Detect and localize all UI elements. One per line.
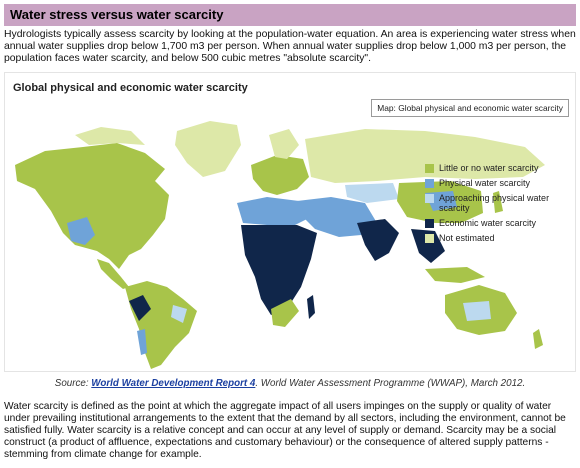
north-america-arctic bbox=[75, 127, 145, 145]
legend-label: Approaching physical water scarcity bbox=[439, 193, 550, 213]
legend-item-economic: Economic water scarcity bbox=[425, 218, 554, 228]
legend-swatch bbox=[425, 219, 434, 228]
new-zealand-region bbox=[533, 329, 543, 349]
africa-economic bbox=[241, 225, 317, 315]
scarcity-map-figure: Global physical and economic water scarc… bbox=[4, 72, 576, 372]
legend-swatch bbox=[425, 164, 434, 173]
legend-item-approaching: Approaching physical water scarcity bbox=[425, 193, 554, 213]
legend-item-not-estimated: Not estimated bbox=[425, 233, 554, 243]
north-america-region bbox=[15, 143, 169, 269]
north-africa-physical bbox=[237, 197, 307, 225]
legend-swatch bbox=[425, 179, 434, 188]
source-citation: Source: World Water Development Report 4… bbox=[0, 378, 580, 389]
south-america-approaching bbox=[171, 305, 187, 323]
south-america-region bbox=[125, 281, 197, 369]
map-legend: Little or no water scarcity Physical wat… bbox=[425, 163, 554, 248]
south-asia-region bbox=[357, 219, 399, 261]
madagascar-region bbox=[307, 295, 315, 319]
legend-swatch bbox=[425, 194, 434, 203]
world-map bbox=[15, 121, 545, 369]
figure-title: Global physical and economic water scarc… bbox=[13, 82, 248, 94]
legend-label: Physical water scarcity bbox=[439, 178, 531, 188]
japan-region bbox=[493, 191, 503, 213]
legend-item-physical: Physical water scarcity bbox=[425, 178, 554, 188]
middle-east-region bbox=[297, 197, 377, 237]
us-west-physical bbox=[67, 217, 95, 245]
legend-item-little-or-no: Little or no water scarcity bbox=[425, 163, 554, 173]
intro-paragraph: Hydrologists typically assess scarcity b… bbox=[4, 29, 576, 65]
legend-label: Little or no water scarcity bbox=[439, 163, 539, 173]
europe-region bbox=[251, 155, 309, 195]
australia-approaching bbox=[463, 301, 491, 321]
source-report-link[interactable]: World Water Development Report 4 bbox=[91, 378, 256, 389]
central-asia-approaching bbox=[345, 183, 399, 203]
central-america-region bbox=[97, 259, 129, 289]
source-prefix: Source: bbox=[54, 378, 92, 389]
andes-physical bbox=[137, 329, 147, 355]
legend-label: Economic water scarcity bbox=[439, 218, 537, 228]
source-suffix: . World Water Assessment Programme (WWAP… bbox=[255, 378, 526, 389]
southeast-asia-region bbox=[411, 229, 445, 263]
south-america-economic bbox=[129, 295, 151, 321]
indonesia-region bbox=[425, 267, 485, 283]
legend-label: Not estimated bbox=[439, 233, 495, 243]
greenland-region bbox=[175, 121, 241, 177]
legend-swatch bbox=[425, 234, 434, 243]
russia-region bbox=[305, 129, 545, 183]
definition-paragraph: Water scarcity is defined as the point a… bbox=[4, 401, 566, 460]
scandinavia-region bbox=[269, 129, 299, 159]
southern-africa-region bbox=[271, 299, 299, 327]
section-heading: Water stress versus water scarcity bbox=[4, 4, 576, 26]
map-label: Map: Global physical and economic water … bbox=[371, 99, 569, 117]
